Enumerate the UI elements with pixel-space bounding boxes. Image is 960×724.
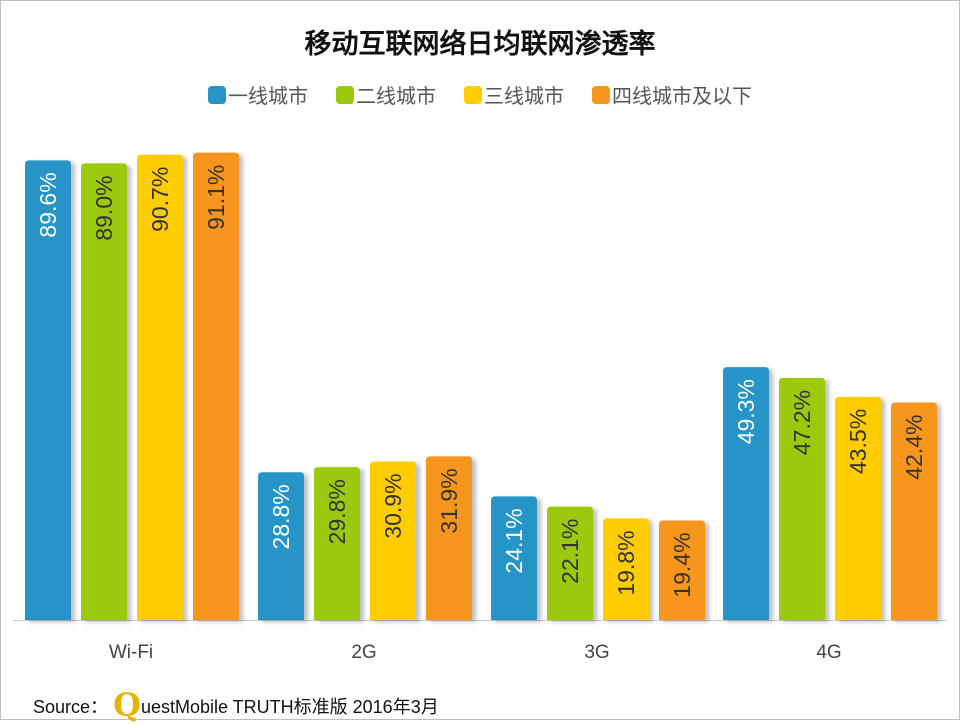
- source-prefix: Source：: [33, 697, 109, 717]
- bar: [603, 518, 649, 620]
- legend-item-tier2: 二线城市: [336, 80, 436, 109]
- bar: [258, 472, 304, 620]
- bar: [835, 396, 881, 620]
- x-tick-label: 2G: [351, 642, 376, 663]
- bar: [25, 160, 71, 621]
- legend-item-tier4: 四线城市及以下: [592, 80, 752, 109]
- questmobile-logo: Q: [113, 686, 141, 724]
- data-label: 19.8%: [613, 530, 639, 595]
- data-label: 30.9%: [380, 473, 406, 538]
- data-label: 47.2%: [789, 390, 815, 455]
- data-label: 19.4%: [669, 532, 695, 597]
- bar: [547, 506, 593, 620]
- data-label: 29.8%: [324, 479, 350, 544]
- bar: [81, 163, 127, 620]
- source-text: uestMobile TRUTH标准版 2016年3月: [140, 697, 439, 717]
- bar: [659, 520, 705, 620]
- data-label: 22.1%: [557, 519, 583, 584]
- legend-label: 三线城市: [484, 86, 564, 108]
- x-tick-label: Wi-Fi: [109, 642, 153, 663]
- legend-label: 四线城市及以下: [612, 86, 752, 108]
- data-label: 91.1%: [203, 165, 229, 230]
- legend-item-tier1: 一线城市: [208, 80, 308, 109]
- bar: [426, 456, 472, 620]
- bar: [723, 367, 769, 620]
- legend-swatch: [208, 85, 226, 104]
- data-label: 42.4%: [901, 414, 927, 479]
- chart-title: 移动互联网络日均联网渗透率: [304, 29, 656, 59]
- legend: 一线城市 二线城市 三线城市 四线城市及以下: [0, 80, 960, 109]
- legend-item-tier3: 三线城市: [464, 80, 564, 109]
- source-note: Source： QuestMobile TRUTH标准版 2016年3月: [33, 686, 439, 724]
- data-label: 24.1%: [501, 508, 527, 573]
- x-tick-label: 4G: [816, 642, 841, 663]
- bar: [137, 154, 183, 621]
- bar: [779, 377, 825, 620]
- legend-swatch: [336, 85, 354, 104]
- bar: [193, 152, 239, 621]
- bar: [491, 496, 537, 620]
- bar: [314, 467, 360, 620]
- legend-label: 一线城市: [228, 86, 308, 108]
- legend-swatch: [592, 85, 610, 104]
- bar: [370, 461, 416, 620]
- data-label: 90.7%: [147, 167, 173, 232]
- data-label: 89.0%: [91, 175, 117, 240]
- data-label: 89.6%: [35, 172, 61, 237]
- x-tick-label: 3G: [584, 642, 609, 663]
- legend-label: 二线城市: [356, 86, 436, 108]
- legend-swatch: [464, 85, 482, 104]
- data-label: 28.8%: [268, 484, 294, 549]
- data-label: 31.9%: [436, 468, 462, 533]
- data-label: 49.3%: [733, 379, 759, 444]
- data-label: 43.5%: [845, 409, 871, 474]
- bar: [891, 402, 937, 620]
